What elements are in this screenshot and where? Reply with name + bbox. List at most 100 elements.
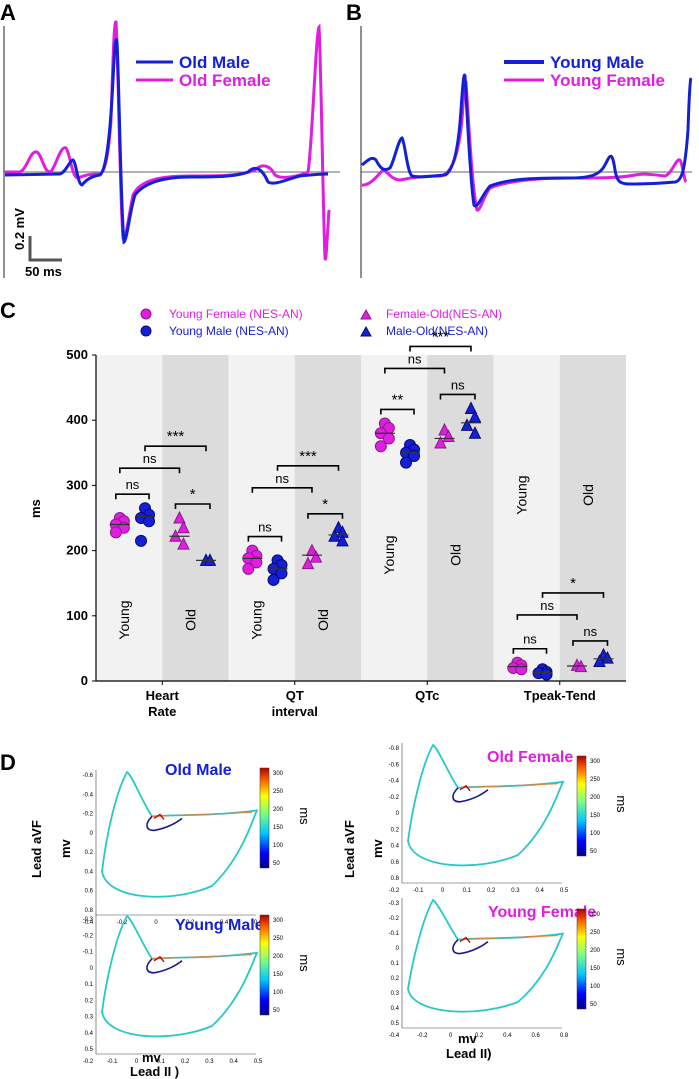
d-ytick-2-6: 0.3 [85, 1015, 94, 1021]
d-xtick-2-7: 0.5 [254, 1059, 263, 1065]
d-ytick-1-1: -0.6 [389, 762, 400, 768]
point-mo-2-1 [468, 409, 482, 423]
panel-b-letter: B [346, 0, 362, 25]
old-bg-2 [427, 355, 494, 681]
colorbar-tick-3-5: 50 [590, 1002, 597, 1008]
point-fo-0-1 [177, 520, 190, 534]
point-ym-1-3 [275, 567, 288, 580]
d-xtick-3-5: 0.6 [531, 1033, 540, 1039]
d-xtick-0-1: -0.2 [117, 920, 128, 926]
sig-young-old-0-bracket [119, 467, 181, 474]
colorbar-tick-3-4: 100 [590, 984, 601, 990]
vcg-t-loop-1 [457, 783, 559, 789]
group-old-label-0: Old [182, 609, 198, 631]
sig-fo-mo-2-bracket [439, 393, 476, 400]
legend-b-male: Young Male [550, 53, 644, 72]
d-xtick-0-3: 0.2 [186, 920, 195, 926]
young-bg-3 [493, 355, 560, 681]
d-xtick-1-5: 0.3 [511, 888, 520, 894]
d-plots: -0.6 -0.4 -0.2 0 0.2 0.4 0.6 0.8 -0.4 -0.2 0 0.2 0.4… [83, 743, 629, 1065]
d-ytick-0-2: -0.2 [83, 812, 94, 818]
d-ytick-0-7: 0.8 [85, 908, 94, 914]
sig-yf-ym-2-bracket [380, 408, 415, 415]
d-ytick-1-8: 0.8 [391, 876, 400, 882]
d-title-3: Young Female [488, 904, 596, 921]
d-ytick-2-3: 0 [90, 966, 94, 972]
d-xtick-0-2: 0 [154, 920, 158, 926]
scale-voltage: 0.2 mV [12, 208, 27, 250]
old-bg-1 [294, 355, 361, 681]
d-xtick-0-4: 0.4 [220, 920, 229, 926]
d-title-0: Old Male [165, 762, 232, 779]
d-xtick-1-0: -0.2 [389, 888, 400, 894]
d-ylabel-right: Lead aVF [342, 820, 357, 878]
ecg-young-female [361, 80, 688, 212]
sig-ym-mo-2-bracket [409, 345, 472, 352]
group-label2-0: Rate [148, 704, 176, 719]
point-yf-1-3 [250, 556, 263, 569]
legend-a-male: Old Male [179, 53, 250, 72]
d-ytick-1-5: 0.2 [391, 827, 400, 833]
legend-c-mo-marker [360, 325, 372, 337]
d-xtick-0-5: 0.6 [254, 920, 263, 926]
colorbar-tick-1-5: 50 [590, 849, 597, 855]
sig-young-old-2-label: ns [408, 351, 422, 366]
d-ytick-2-4: 0.1 [85, 982, 94, 988]
d-xlabel-left: Lead II ) [130, 1064, 179, 1079]
colorbar-tick-1-0: 300 [590, 759, 601, 765]
colorbar-tick-1-3: 150 [590, 813, 601, 819]
d-ytick-0-0: -0.6 [83, 773, 94, 779]
panel-a-letter: A [0, 0, 16, 25]
colorbar-2 [259, 914, 270, 1016]
colorbar-unit-0: ms [297, 807, 312, 825]
colorbar-tick-0-3: 150 [273, 825, 284, 831]
legend-a-female: Old Female [179, 71, 271, 90]
group-label-3: Tpeak-Tend [524, 688, 596, 703]
point-yf-2-4 [374, 440, 387, 453]
colorbar-tick-2-1: 250 [273, 936, 284, 942]
sig-fo-mo-0-bracket [174, 503, 211, 509]
d-xtick-2-5: 0.3 [205, 1059, 214, 1065]
y-tick-label-4: 400 [66, 412, 88, 427]
d-ytick-2-8: 0.5 [85, 1047, 94, 1053]
vcg-inner-loop-2 [146, 958, 183, 974]
d-ytick-3-0: -0.3 [389, 901, 400, 907]
vcg-inner-loop-0 [146, 815, 183, 832]
legend-b-female: Young Female [550, 71, 665, 90]
sig-fo-mo-1-bracket [307, 512, 344, 519]
sig-fo-mo-0-label: * [190, 486, 196, 503]
old-bg-3 [559, 355, 626, 681]
d-ytick-0-3: 0 [90, 831, 94, 837]
point-yf-0-4 [109, 526, 122, 539]
point-yf-3-3 [515, 663, 528, 676]
sig-yf-ym-0-label: ns [126, 477, 140, 492]
colorbar-tick-2-2: 200 [273, 954, 284, 960]
sig-ym-mo-0-bracket [144, 445, 207, 452]
colorbar-tick-3-2: 200 [590, 948, 601, 954]
y-tick-label-1: 100 [66, 608, 88, 623]
vcg-t-loop-3 [457, 935, 559, 941]
sig-fo-mo-3-bracket [572, 640, 609, 646]
d-ytick-2-1: -0.2 [83, 933, 94, 939]
d-ytick-3-5: 0.2 [391, 976, 400, 982]
d-ytick-3-6: 0.3 [391, 991, 400, 997]
vcg-t-loop-0 [151, 811, 253, 817]
d-xtick-1-2: 0 [441, 888, 445, 894]
d-ytick-2-5: 0.2 [85, 998, 94, 1004]
y-tick-label-0: 0 [81, 673, 88, 688]
d-xtick-2-2: 0 [135, 1059, 139, 1065]
colorbar-tick-0-5: 50 [273, 861, 280, 867]
d-title-2: Young Male [175, 917, 264, 934]
d-ytick-3-8: 0.5 [391, 1021, 400, 1027]
d-ytick-1-2: -0.4 [389, 779, 400, 785]
sig-fo-mo-1-label: * [322, 496, 328, 513]
colorbar-tick-2-5: 50 [273, 1008, 280, 1014]
d-xtick-2-3: 0.1 [157, 1059, 166, 1065]
sig-fo-mo-2-label: ns [451, 377, 465, 392]
sig-yf-ym-1-bracket [247, 535, 283, 542]
scale-bar [28, 236, 62, 262]
point-fo-0-3 [177, 536, 190, 550]
d-xtick-1-7: 0.5 [560, 888, 569, 894]
